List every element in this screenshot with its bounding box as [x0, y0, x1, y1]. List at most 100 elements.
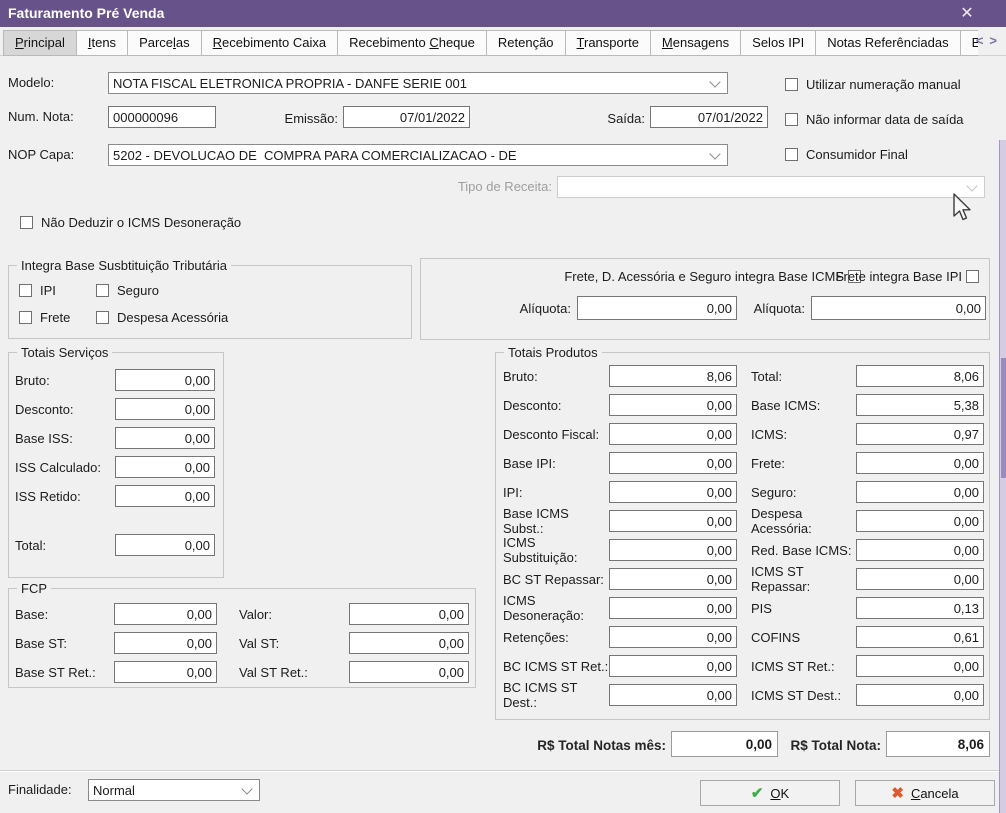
input-prod-bc-st-repassar[interactable]: 0,00: [609, 568, 737, 590]
checkbox-utilizar-numeracao-manual[interactable]: Utilizar numeração manual: [785, 75, 961, 93]
tab-mensagens[interactable]: Mensagens: [649, 30, 742, 56]
input-prod-ipi[interactable]: 0,00: [609, 481, 737, 503]
footer-separator: [0, 770, 1006, 772]
tab-principal[interactable]: Principal: [3, 30, 77, 56]
input-prod-icms-st-dest[interactable]: 0,00: [856, 684, 984, 706]
saida-input[interactable]: 07/01/2022: [650, 106, 768, 128]
field-row: Retenções: 0,00: [503, 626, 737, 648]
modelo-select[interactable]: NOTA FISCAL ELETRONICA PROPRIA - DANFE S…: [108, 72, 728, 94]
num-nota-input[interactable]: 000000096: [108, 106, 216, 128]
finalidade-select[interactable]: Normal: [88, 779, 260, 801]
field-row: BC ICMS ST Dest.: 0,00: [503, 680, 737, 710]
tab-transporte[interactable]: Transporte: [564, 30, 651, 56]
checkbox-icon[interactable]: [19, 310, 32, 324]
input-prod-frete[interactable]: 0,00: [856, 452, 984, 474]
aliquota-ipi-input[interactable]: 0,00: [811, 296, 986, 320]
field-row: Base: 0,00: [15, 603, 217, 625]
total-notas-mes-input[interactable]: 0,00: [671, 731, 778, 757]
tab-extra[interactable]: Extra: [959, 30, 978, 56]
input-fcp-valor[interactable]: 0,00: [349, 603, 469, 625]
checkbox-frete-integra-base-icms[interactable]: Frete, D. Acessória e Seguro integra Bas…: [429, 267, 861, 285]
tab-selos-ipi[interactable]: Selos IPI: [740, 30, 817, 56]
aliquota-icms-input[interactable]: 0,00: [577, 296, 737, 320]
input-prod-retencoes[interactable]: 0,00: [609, 626, 737, 648]
checkbox-nao-informar-data-saida[interactable]: Não informar data de saída: [785, 110, 964, 128]
input-fcp-base-st-ret[interactable]: 0,00: [114, 661, 217, 683]
input-prod-bruto[interactable]: 8,06: [609, 365, 737, 387]
field-row: Base ICMS Subst.: 0,00: [503, 506, 737, 536]
tab-notas-referenciadas[interactable]: Notas Referênciadas: [815, 30, 961, 56]
checkbox-icon[interactable]: [96, 283, 109, 297]
input-prod-cofins[interactable]: 0,61: [856, 626, 984, 648]
input-prod-desconto[interactable]: 0,00: [609, 394, 737, 416]
checkbox-icon[interactable]: [785, 112, 798, 126]
ok-button[interactable]: ✔ OK: [700, 780, 840, 806]
input-prod-bc-icms-st-dest[interactable]: 0,00: [609, 684, 737, 706]
finalidade-label: Finalidade:: [8, 782, 72, 797]
checkbox-consumidor-final[interactable]: Consumidor Final: [785, 145, 908, 163]
input-prod-red-base-icms[interactable]: 0,00: [856, 539, 984, 561]
input-prod-icms[interactable]: 0,97: [856, 423, 984, 445]
input-serv-total[interactable]: 0,00: [115, 534, 215, 556]
field-row: Bruto: 8,06: [503, 365, 737, 387]
input-prod-bc-icms-st-ret[interactable]: 0,00: [609, 655, 737, 677]
input-fcp-val-st[interactable]: 0,00: [349, 632, 469, 654]
input-prod-base-icms[interactable]: 5,38: [856, 394, 984, 416]
checkbox-icon[interactable]: [785, 147, 798, 161]
checkbox-integra-ipi[interactable]: IPI: [19, 281, 56, 299]
field-row: Total: 8,06: [751, 365, 984, 387]
input-prod-base-icms-subst[interactable]: 0,00: [609, 510, 737, 532]
checkbox-icon[interactable]: [20, 215, 33, 229]
checkbox-label: Frete integra Base IPI: [835, 268, 962, 284]
close-button[interactable]: ✕: [948, 2, 986, 25]
checkbox-icon[interactable]: [19, 283, 32, 297]
input-serv-bruto[interactable]: 0,00: [115, 369, 215, 391]
aliquota-icms-label: Alíquota:: [519, 301, 571, 316]
field-row: Base IPI: 0,00: [503, 452, 737, 474]
checkbox-integra-seguro[interactable]: Seguro: [96, 281, 159, 299]
input-prod-seguro[interactable]: 0,00: [856, 481, 984, 503]
tab-scroll-arrows[interactable]: <>: [976, 33, 1003, 48]
chevron-down-icon: [241, 782, 253, 795]
field-row: PIS 0,13: [751, 597, 984, 619]
input-prod-desconto-fiscal[interactable]: 0,00: [609, 423, 737, 445]
input-serv-iss-retido[interactable]: 0,00: [115, 485, 215, 507]
input-fcp-base-st[interactable]: 0,00: [114, 632, 217, 654]
input-prod-icms-desoneracao[interactable]: 0,00: [609, 597, 737, 619]
checkbox-icon[interactable]: [966, 269, 979, 283]
field-row: ICMS ST Repassar: 0,00: [751, 564, 984, 594]
emissao-input[interactable]: 07/01/2022: [343, 106, 470, 128]
input-fcp-val-st-ret[interactable]: 0,00: [349, 661, 469, 683]
input-serv-iss-calculado[interactable]: 0,00: [115, 456, 215, 478]
checkbox-integra-frete[interactable]: Frete: [19, 308, 70, 326]
input-prod-icms-substituicao[interactable]: 0,00: [609, 539, 737, 561]
checkbox-nao-deduzir-icms-desoneracao[interactable]: Não Deduzir o ICMS Desoneração: [20, 213, 241, 231]
field-row: ICMS: 0,97: [751, 423, 984, 445]
nop-capa-select[interactable]: 5202 - DEVOLUCAO DE COMPRA PARA COMERCIA…: [108, 144, 728, 166]
tabs-container: Principal Itens Parcelas Recebimento Cai…: [0, 27, 978, 56]
tab-recebimento-caixa[interactable]: Recebimento Caixa: [200, 30, 339, 56]
input-prod-icms-st-repassar[interactable]: 0,00: [856, 568, 984, 590]
tab-retencao[interactable]: Retenção: [485, 30, 566, 56]
tab-parcelas[interactable]: Parcelas: [127, 30, 202, 56]
checkbox-icon[interactable]: [848, 269, 861, 283]
input-prod-base-ipi[interactable]: 0,00: [609, 452, 737, 474]
title-bar: Faturamento Pré Venda ✕: [0, 0, 1006, 27]
input-prod-total[interactable]: 8,06: [856, 365, 984, 387]
input-serv-base-iss[interactable]: 0,00: [115, 427, 215, 449]
tab-recebimento-cheque[interactable]: Recebimento Cheque: [337, 30, 487, 56]
checkbox-icon[interactable]: [785, 77, 798, 91]
checkbox-icon[interactable]: [96, 310, 109, 324]
total-nota-input[interactable]: 8,06: [886, 731, 990, 757]
input-prod-despesa-acessoria[interactable]: 0,00: [856, 510, 984, 532]
cancel-button[interactable]: ✖ Cancela: [855, 780, 995, 806]
nop-capa-label: NOP Capa:: [8, 147, 75, 162]
input-prod-pis[interactable]: 0,13: [856, 597, 984, 619]
checkbox-frete-integra-base-ipi[interactable]: Frete integra Base IPI: [836, 267, 979, 285]
field-row: BC ICMS ST Ret.: 0,00: [503, 655, 737, 677]
input-serv-desconto[interactable]: 0,00: [115, 398, 215, 420]
tab-itens[interactable]: Itens: [75, 30, 129, 56]
input-fcp-base[interactable]: 0,00: [114, 603, 217, 625]
checkbox-integra-despesa-acessoria[interactable]: Despesa Acessória: [96, 308, 228, 326]
input-prod-icms-st-ret[interactable]: 0,00: [856, 655, 984, 677]
